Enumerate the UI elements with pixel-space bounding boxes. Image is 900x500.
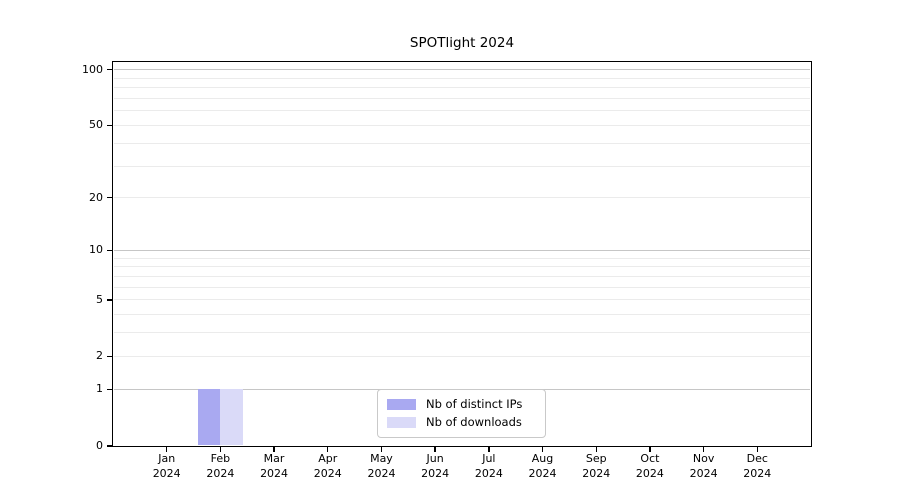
x-tick-mark xyxy=(219,447,222,452)
y-tick-mark xyxy=(107,355,112,358)
major-gridline xyxy=(114,69,810,71)
legend-label: Nb of distinct IPs xyxy=(426,397,523,411)
legend-swatch-downloads xyxy=(387,417,416,428)
x-tick-label: Feb 2024 xyxy=(206,452,235,480)
x-tick-label: May 2024 xyxy=(367,452,396,480)
minor-gridline xyxy=(114,87,810,89)
y-tick-label: 50 xyxy=(89,118,103,132)
y-tick-mark xyxy=(107,249,112,252)
y-tick-label: 0 xyxy=(96,439,103,452)
minor-gridline xyxy=(114,355,810,357)
major-gridline xyxy=(114,249,810,251)
x-tick-mark xyxy=(649,447,651,452)
x-tick-mark xyxy=(702,447,705,452)
x-tick-label: Aug 2024 xyxy=(528,452,557,480)
legend-item-distinct-ips: Nb of distinct IPs xyxy=(387,398,536,411)
bar-nb-of-distinct-ips xyxy=(198,389,221,446)
x-tick-mark xyxy=(595,447,597,452)
minor-gridline xyxy=(114,332,810,334)
minor-gridline xyxy=(114,110,810,112)
legend-swatch-distinct-ips xyxy=(387,399,416,410)
x-tick-mark xyxy=(488,447,490,452)
minor-gridline xyxy=(114,266,810,268)
y-tick-label: 100 xyxy=(82,62,103,76)
minor-gridline xyxy=(114,124,810,126)
y-tick-mark xyxy=(107,124,112,127)
y-tick-mark xyxy=(107,299,112,301)
bar-nb-of-downloads xyxy=(220,389,243,446)
x-tick-mark xyxy=(434,447,436,452)
x-tick-label: Oct 2024 xyxy=(635,452,664,480)
minor-gridline xyxy=(114,286,810,288)
y-tick-label: 1 xyxy=(96,382,103,396)
legend-item-downloads: Nb of downloads xyxy=(387,416,536,429)
y-tick-mark xyxy=(107,197,112,199)
chart-title: SPOTlight 2024 xyxy=(409,35,515,51)
minor-gridline xyxy=(114,165,810,167)
minor-gridline xyxy=(114,77,810,79)
minor-gridline xyxy=(114,314,810,316)
y-tick-label: 2 xyxy=(96,349,103,363)
x-tick-mark xyxy=(273,447,275,452)
x-tick-label: Nov 2024 xyxy=(689,452,718,480)
x-tick-label: Jan 2024 xyxy=(152,452,181,480)
y-tick-mark xyxy=(107,388,112,391)
x-tick-label: Mar 2024 xyxy=(260,452,289,480)
x-tick-mark xyxy=(165,447,168,452)
x-tick-label: Jun 2024 xyxy=(421,452,450,480)
y-tick-mark xyxy=(107,445,112,447)
x-tick-mark xyxy=(756,447,758,452)
x-tick-mark xyxy=(380,447,383,452)
y-tick-label: 5 xyxy=(96,292,103,306)
y-tick-mark xyxy=(107,68,112,71)
legend-label: Nb of downloads xyxy=(426,415,522,429)
x-tick-mark xyxy=(327,447,329,452)
y-tick-label: 10 xyxy=(89,243,103,257)
x-tick-label: Sep 2024 xyxy=(582,452,611,480)
legend: Nb of distinct IPs Nb of downloads xyxy=(377,389,546,438)
minor-gridline xyxy=(114,299,810,301)
x-tick-label: Apr 2024 xyxy=(313,452,342,480)
x-tick-label: Jul 2024 xyxy=(474,452,503,480)
minor-gridline xyxy=(114,197,810,199)
minor-gridline xyxy=(114,257,810,259)
x-tick-mark xyxy=(541,447,544,452)
x-tick-label: Dec 2024 xyxy=(743,452,772,480)
y-tick-label: 20 xyxy=(89,190,103,204)
minor-gridline xyxy=(114,275,810,277)
minor-gridline xyxy=(114,142,810,144)
minor-gridline xyxy=(114,97,810,99)
